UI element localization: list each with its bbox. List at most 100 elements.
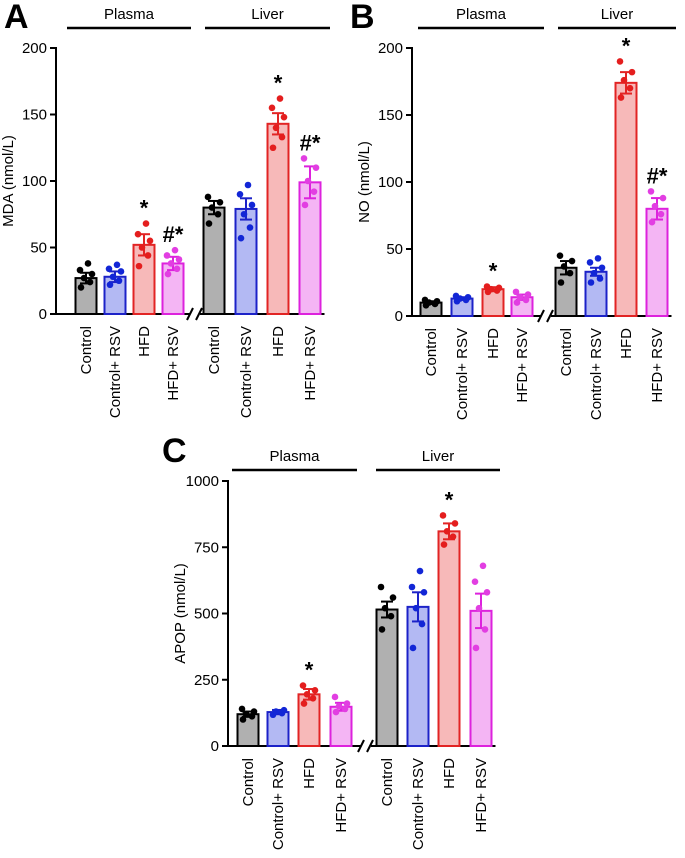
- data-point: [560, 263, 568, 270]
- data-point: [138, 244, 146, 251]
- data-point: [449, 533, 457, 540]
- data-point: [80, 274, 88, 282]
- data-point: [272, 708, 280, 715]
- data-point: [378, 626, 386, 633]
- bar: [614, 81, 638, 317]
- x-category-label: Control: [206, 326, 223, 374]
- data-point: [309, 695, 317, 702]
- data-point: [117, 268, 125, 275]
- y-tick-label: 200: [22, 40, 47, 57]
- data-point: [443, 528, 451, 535]
- x-category-label: Control: [240, 758, 257, 806]
- data-point: [647, 188, 655, 195]
- data-point: [242, 710, 250, 718]
- data-point: [479, 562, 487, 570]
- y-tick-label: 200: [378, 40, 403, 57]
- group-label: Plasma: [269, 448, 320, 465]
- data-point: [109, 273, 117, 281]
- significance-mark: *: [445, 487, 454, 512]
- x-category-label: HFD+ RSV: [165, 326, 182, 401]
- data-point: [495, 284, 503, 292]
- bar: [406, 605, 430, 747]
- data-point: [598, 264, 606, 272]
- x-category-label: HFD+ RSV: [473, 758, 490, 833]
- data-point: [433, 297, 441, 305]
- data-point: [586, 259, 594, 266]
- axis-break-mark: [357, 739, 365, 753]
- data-point: [236, 191, 244, 198]
- data-point: [343, 700, 351, 707]
- group-label: Plasma: [456, 6, 507, 23]
- x-category-label: Control+ RSV: [588, 328, 605, 420]
- data-point: [303, 691, 311, 698]
- data-point: [164, 270, 172, 278]
- data-point: [440, 541, 448, 548]
- data-point: [341, 705, 349, 713]
- x-category-label: HFD: [301, 758, 318, 789]
- data-point: [452, 292, 460, 300]
- x-category-label: Control: [78, 326, 95, 374]
- data-point: [301, 201, 309, 209]
- data-point: [628, 68, 636, 76]
- data-point: [311, 687, 319, 694]
- y-tick-label: 500: [194, 606, 219, 623]
- bar: [298, 181, 322, 315]
- y-axis-title: NO (nmol/L): [356, 141, 373, 223]
- data-point: [420, 589, 428, 596]
- y-tick-label: 250: [194, 672, 219, 689]
- data-point: [299, 682, 307, 689]
- data-point: [115, 277, 123, 285]
- x-category-label: Control+ RSV: [238, 326, 255, 418]
- bar: [437, 530, 461, 747]
- data-point: [387, 612, 395, 620]
- bar: [584, 270, 608, 317]
- data-point: [522, 296, 530, 304]
- x-category-label: Control: [423, 328, 440, 376]
- data-point: [556, 252, 564, 259]
- data-point: [268, 104, 276, 112]
- significance-mark: *: [140, 196, 149, 221]
- y-tick-label: 150: [22, 107, 47, 124]
- bar: [469, 609, 493, 747]
- y-axis-title: MDA (nmol/L): [0, 135, 17, 227]
- x-category-label: HFD+ RSV: [649, 328, 666, 403]
- bar: [266, 711, 290, 748]
- x-category-label: HFD+ RSV: [333, 758, 350, 833]
- data-point: [248, 201, 256, 209]
- x-category-label: HFD+ RSV: [302, 326, 319, 401]
- x-category-label: HFD: [136, 326, 153, 357]
- data-point: [335, 702, 343, 710]
- data-point: [204, 193, 212, 201]
- data-point: [594, 255, 602, 262]
- data-point: [171, 246, 179, 254]
- group-label: Liver: [251, 6, 284, 23]
- data-point: [280, 113, 288, 121]
- data-point: [167, 260, 175, 267]
- data-point: [471, 578, 479, 585]
- axis-break-mark: [366, 739, 374, 753]
- data-point: [113, 261, 121, 269]
- x-category-label: Control+ RSV: [107, 326, 124, 418]
- data-point: [590, 269, 598, 277]
- data-point: [88, 270, 96, 278]
- data-point: [163, 252, 171, 259]
- axis-break-mark: [537, 309, 545, 323]
- data-point: [106, 281, 114, 289]
- x-category-label: HFD: [618, 328, 635, 359]
- significance-mark: *: [274, 71, 283, 96]
- data-point: [620, 76, 628, 84]
- data-point: [418, 620, 426, 628]
- panel-letter: C: [162, 432, 187, 470]
- significance-mark: #*: [163, 222, 184, 247]
- group-label: Liver: [601, 6, 634, 23]
- x-category-label: Control+ RSV: [270, 758, 287, 850]
- data-point: [239, 716, 247, 723]
- data-point: [381, 604, 389, 612]
- data-point: [276, 95, 284, 102]
- panel-c: C 0 250 500 750 1000 APOP (nmol/L) Plasma Contro…: [162, 432, 500, 850]
- data-point: [84, 260, 92, 267]
- data-point: [269, 144, 277, 152]
- data-point: [105, 265, 113, 273]
- bar: [234, 207, 258, 315]
- data-point: [408, 583, 416, 591]
